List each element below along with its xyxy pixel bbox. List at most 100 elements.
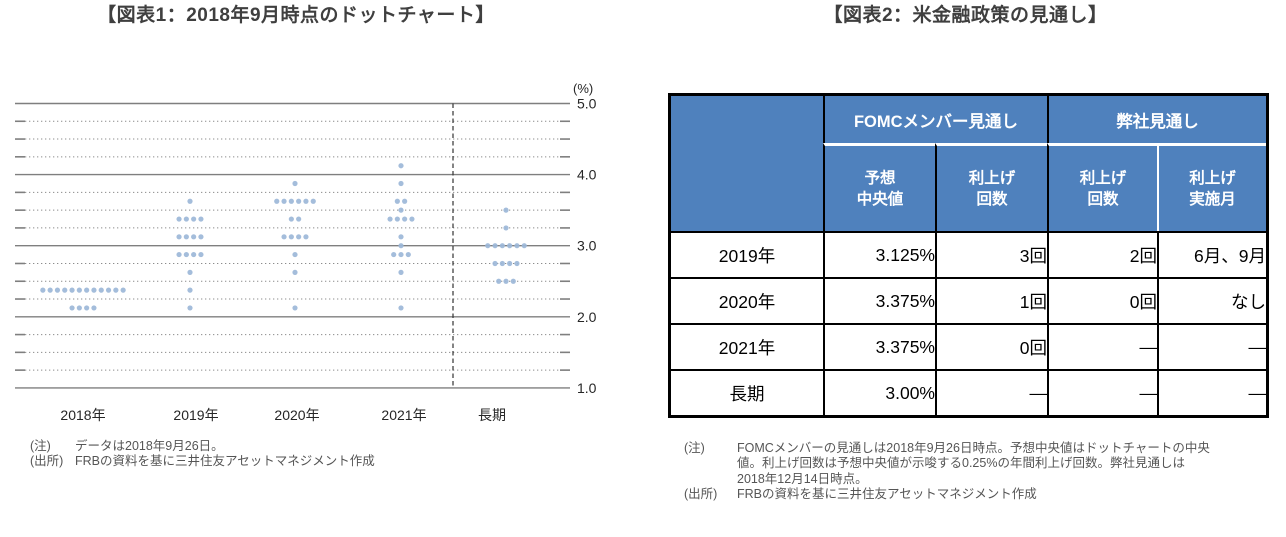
fomc-dot [76, 287, 82, 293]
fomc-dot [187, 269, 193, 275]
table-cell: 3.00% [823, 369, 935, 415]
table-row: 2021年 3.375% 0回 ― ― [671, 323, 1267, 369]
fomc-dot [281, 198, 287, 204]
fomc-dot [76, 305, 82, 311]
fomc-dot [510, 278, 516, 284]
x-axis-category-label: 長期 [478, 407, 506, 423]
policy-outlook-table: FOMCメンバー見通し 弊社見通し 予想 中央値 利上げ 回数 利上げ 回数 利… [668, 93, 1270, 418]
fomc-dot [398, 207, 404, 213]
fomc-dot [69, 305, 75, 311]
fomc-dot [391, 251, 397, 258]
figure2-note-row: (注) FOMCメンバーの見通しは2018年9月26日時点。予想中央値はドットチ… [684, 441, 1259, 487]
col-header-hike-months: 利上げ 実施月 [1157, 143, 1267, 231]
fomc-dot [296, 198, 302, 204]
col-header-hike-count-company: 利上げ 回数 [1047, 143, 1158, 231]
table-cell: ― [1157, 369, 1267, 415]
fomc-dot [394, 216, 400, 222]
fomc-dot [40, 287, 46, 293]
fomc-dot [507, 260, 513, 267]
fomc-dot [84, 305, 90, 311]
column-group-company: 弊社見通し [1047, 96, 1267, 143]
fomc-dot [288, 198, 294, 204]
table-cell: 3.375% [823, 323, 935, 369]
fomc-dot [183, 216, 189, 222]
x-axis-category-label: 2019年 [173, 407, 218, 423]
fomc-dot [503, 207, 509, 213]
fomc-dot [499, 243, 505, 249]
table-cell: 0回 [935, 323, 1048, 369]
fomc-dot [198, 234, 204, 240]
table-row: 長期 3.00% ― ― ― [671, 369, 1267, 415]
fomc-dot [514, 243, 520, 249]
table-cell: ― [935, 369, 1048, 415]
y-axis-tick-label: 2.0 [577, 309, 597, 325]
fomc-dot [507, 243, 513, 249]
fomc-dot [281, 234, 287, 240]
x-axis-category-label: 2018年 [60, 407, 105, 423]
row-label: 2019年 [671, 231, 823, 277]
fomc-dot [292, 305, 298, 311]
fomc-dot [187, 287, 193, 293]
figure2-title: 【図表2：米金融政策の見通し】 [823, 5, 1108, 26]
fomc-dot [402, 216, 408, 222]
fomc-dot [303, 234, 309, 240]
figure1-notes: (注) データは2018年9月26日。 (出所) FRBの資料を基に三井住友アセ… [30, 439, 590, 470]
source-label: (出所) [30, 454, 64, 469]
note-text: FOMCメンバーの見通しは2018年9月26日時点。予想中央値はドットチャートの… [737, 441, 1210, 486]
table-cell: 3.125% [823, 231, 935, 277]
row-label: 長期 [671, 369, 823, 415]
figure1-title: 【図表1：2018年9月時点のドットチャート】 [97, 5, 495, 26]
fomc-dot [485, 243, 491, 249]
fomc-dot [84, 287, 90, 293]
fomc-dot [292, 269, 298, 275]
table-cell: 1回 [935, 277, 1048, 323]
col-header-median: 予想 中央値 [823, 143, 935, 231]
figure1-note-row: (注) データは2018年9月26日。 [30, 439, 590, 454]
fomc-dot [113, 287, 119, 293]
source-label: (出所) [684, 486, 718, 501]
x-axis-category-label: 2021年 [381, 407, 426, 423]
fomc-dot [187, 305, 193, 311]
fomc-dot [54, 287, 61, 293]
fomc-dot [409, 216, 415, 222]
table-cell: ― [1047, 369, 1158, 415]
fomc-dot [398, 163, 404, 169]
fomc-dot [402, 198, 408, 204]
fomc-dot [405, 251, 411, 258]
fomc-dot [183, 251, 189, 258]
source-text: FRBの資料を基に三井住友アセットマネジメント作成 [75, 454, 375, 469]
table-cell: 0回 [1047, 277, 1158, 323]
figure1-source-row: (出所) FRBの資料を基に三井住友アセットマネジメント作成 [30, 454, 590, 469]
table-row: 2020年 3.375% 1回 0回 なし [671, 277, 1267, 323]
fomc-dot [288, 234, 294, 240]
fomc-dot [191, 251, 197, 258]
fomc-dot [198, 251, 204, 258]
table-cell: 3.375% [823, 277, 935, 323]
fomc-dot [176, 234, 182, 240]
fomc-dot [503, 278, 509, 284]
fomc-dot [292, 180, 298, 187]
fomc-dot [503, 225, 509, 231]
fomc-dot [47, 287, 53, 293]
y-axis-tick-label: 5.0 [577, 96, 597, 112]
fomc-dot [176, 216, 182, 222]
fomc-dot [198, 216, 204, 222]
figure2-source-row: (出所) FRBの資料を基に三井住友アセットマネジメント作成 [684, 487, 1259, 502]
fomc-dot [387, 216, 393, 222]
fomc-dot [492, 243, 498, 249]
fomc-dot [105, 287, 112, 293]
fomc-dot [191, 216, 197, 222]
fomc-dot [69, 287, 75, 293]
fomc-dot [91, 287, 97, 293]
row-label: 2021年 [671, 323, 823, 369]
fomc-dot [310, 198, 316, 204]
note-label: (注) [30, 439, 51, 453]
fomc-dot [398, 269, 404, 275]
table-row: 2019年 3.125% 3回 2回 6月、9月 [671, 231, 1267, 277]
y-axis-tick-label: 1.0 [577, 380, 597, 396]
fomc-dot [296, 216, 302, 222]
fomc-dot [514, 260, 520, 267]
fomc-dot [496, 278, 502, 284]
table-cell: 6月、9月 [1157, 231, 1267, 277]
